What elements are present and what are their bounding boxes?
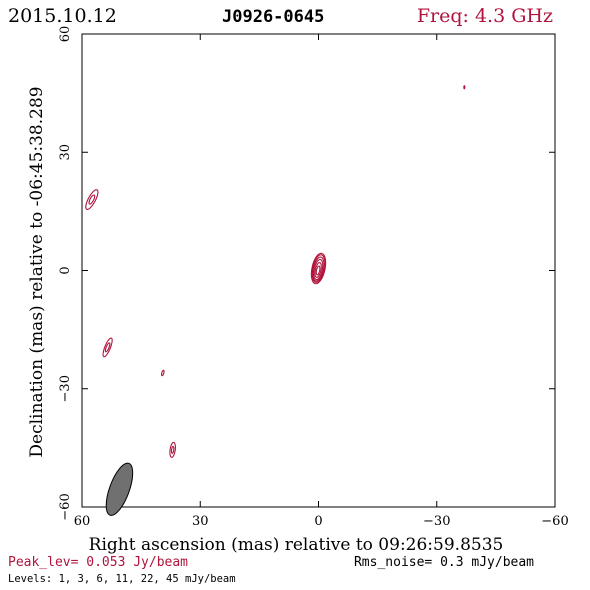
y-tick-label: 60 (58, 26, 73, 43)
contour-component-lower-mid (169, 441, 176, 458)
x-tick-label: 30 (192, 514, 209, 529)
contour-component-core (310, 252, 327, 285)
contour-ring (313, 258, 324, 281)
contour-ring (85, 189, 99, 210)
contour-component-left-upper (85, 189, 99, 210)
y-tick-label: 30 (58, 144, 73, 161)
contour-ring (315, 265, 321, 276)
peak-level: Peak_lev= 0.053 Jy/beam (8, 555, 188, 570)
y-tick-label: 0 (58, 266, 73, 274)
contour-levels: Levels: 1, 3, 6, 11, 22, 45 mJy/beam (8, 573, 236, 585)
y-tick-label: −60 (58, 493, 73, 520)
beam-layer (105, 462, 134, 516)
contour-component-top-right (463, 85, 466, 90)
observation-date: 2015.10.12 (8, 5, 117, 27)
contour-component-small-mid (161, 369, 165, 377)
contour-ring (102, 337, 113, 358)
frequency-label: Freq: 4.3 GHz (417, 5, 553, 27)
contour-ring (311, 254, 326, 283)
contour-ring (314, 262, 322, 278)
contour-ring (310, 252, 327, 285)
contour-ring (88, 194, 96, 205)
contour-component-left-lower (102, 337, 113, 358)
source-name: J0926-0645 (222, 7, 324, 27)
beam-ellipse (105, 462, 134, 516)
contour-ring (161, 369, 165, 377)
x-tick-label: −30 (423, 514, 450, 529)
y-tick-label: −30 (58, 375, 73, 402)
x-axis-label: Right ascension (mas) relative to 09:26:… (89, 535, 504, 555)
contour-layer (85, 85, 466, 458)
contour-ring (169, 441, 176, 458)
x-tick-label: 0 (314, 514, 322, 529)
plot-frame (81, 33, 556, 508)
y-axis-label: Declination (mas) relative to -06:45:38.… (27, 86, 47, 457)
contour-ring (170, 445, 175, 454)
rms-noise: Rms_noise= 0.3 mJy/beam (354, 555, 534, 570)
axis-ticks: 60 30 0 −30 −60 −60 −30 0 30 60 (58, 26, 569, 529)
contour-ring (312, 256, 325, 282)
x-tick-label: 60 (74, 514, 91, 529)
contour-ring (463, 85, 466, 90)
x-tick-label: −60 (541, 514, 568, 529)
contour-ring (104, 342, 111, 353)
